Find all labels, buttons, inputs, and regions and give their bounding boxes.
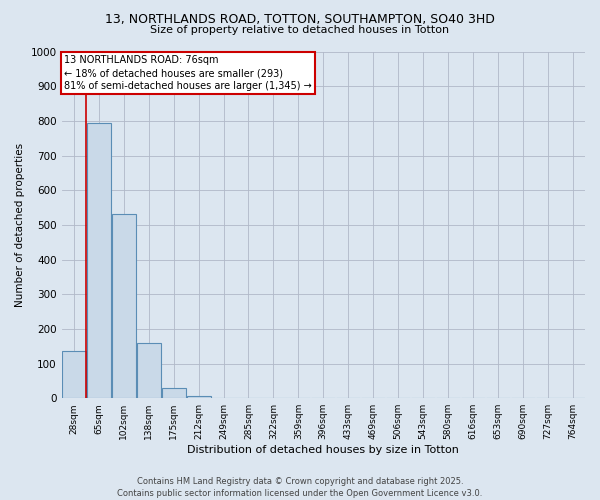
Y-axis label: Number of detached properties: Number of detached properties <box>15 143 25 307</box>
Text: Contains HM Land Registry data © Crown copyright and database right 2025.
Contai: Contains HM Land Registry data © Crown c… <box>118 476 482 498</box>
Bar <box>137 342 161 398</box>
Text: Size of property relative to detached houses in Totton: Size of property relative to detached ho… <box>151 25 449 35</box>
Bar <box>62 352 86 398</box>
Bar <box>87 122 111 398</box>
Text: 13 NORTHLANDS ROAD: 76sqm
← 18% of detached houses are smaller (293)
81% of semi: 13 NORTHLANDS ROAD: 76sqm ← 18% of detac… <box>64 55 312 92</box>
Bar <box>187 396 211 398</box>
Bar <box>112 214 136 398</box>
Bar <box>161 388 186 398</box>
X-axis label: Distribution of detached houses by size in Totton: Distribution of detached houses by size … <box>187 445 459 455</box>
Text: 13, NORTHLANDS ROAD, TOTTON, SOUTHAMPTON, SO40 3HD: 13, NORTHLANDS ROAD, TOTTON, SOUTHAMPTON… <box>105 12 495 26</box>
